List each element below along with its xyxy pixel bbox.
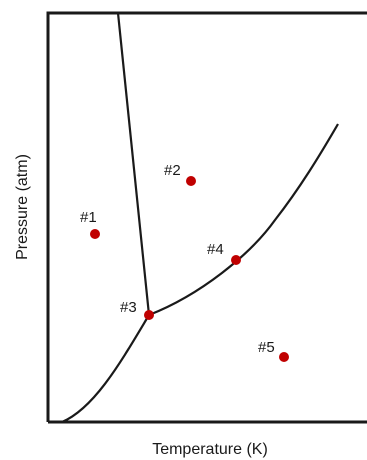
plot-frame [46, 11, 367, 422]
vaporization-curve [148, 123, 339, 317]
point-4-marker [231, 255, 241, 265]
point-3-label: #3 [120, 299, 137, 316]
y-axis-label: Pressure (atm) [14, 154, 31, 260]
point-5-marker [279, 352, 289, 362]
x-axis-label: Temperature (K) [152, 441, 268, 458]
sublimation-curve [61, 314, 150, 424]
point-1-marker [90, 229, 100, 239]
point-4-label: #4 [207, 241, 224, 258]
point-3-marker [144, 310, 154, 320]
fusion-curve [116, 12, 151, 316]
point-5-label: #5 [258, 339, 275, 356]
point-2-label: #2 [164, 162, 181, 179]
point-2-marker [186, 176, 196, 186]
point-1-label: #1 [80, 209, 97, 226]
